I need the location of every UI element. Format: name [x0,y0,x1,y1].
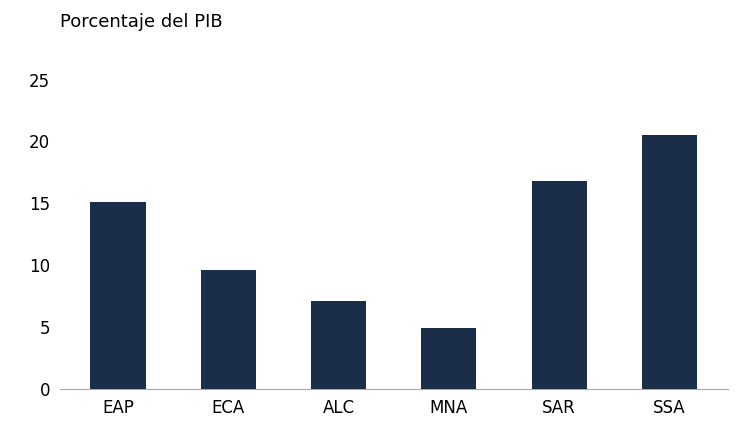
Bar [422,328,476,389]
Bar [201,270,256,389]
Text: Porcentaje del PIB: Porcentaje del PIB [60,13,223,31]
Bar [642,135,698,389]
Bar [311,301,366,389]
Bar [90,202,146,389]
Bar [532,181,586,389]
